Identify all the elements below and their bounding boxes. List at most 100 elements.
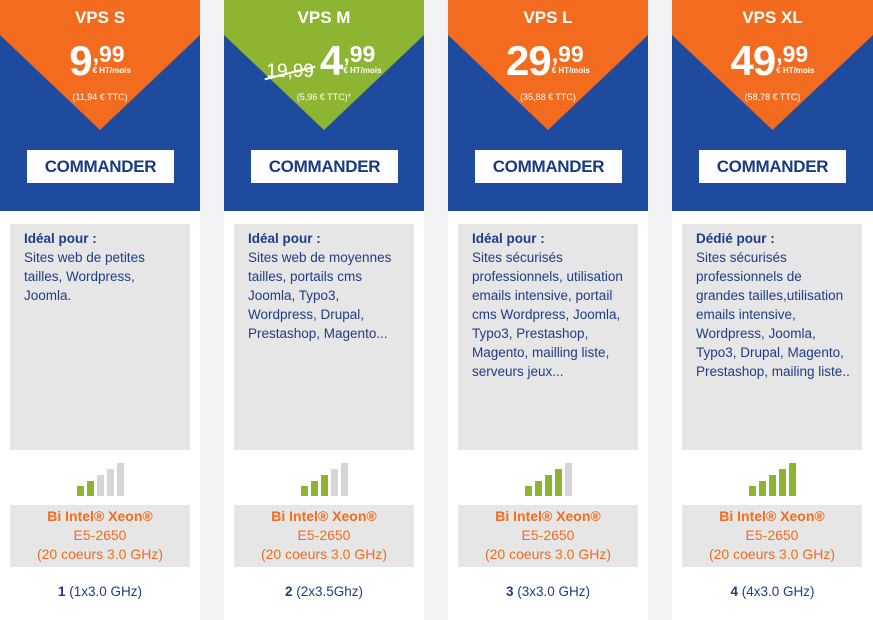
price-side: ,99 € HT/mois <box>93 43 131 76</box>
price-cents: ,99 <box>776 41 809 67</box>
vcpu-info: 4 (4x3.0 GHz) <box>672 584 873 599</box>
performance-bar <box>340 463 348 496</box>
plan-card-vps-m: VPS M 19,99 4 ,99 € HT/mois (5,96 € TTC)… <box>224 0 424 620</box>
price-ttc: (5,96 € TTC)* <box>296 92 352 102</box>
vcpu-detail: (4x3.0 GHz) <box>737 584 815 599</box>
order-button[interactable]: COMMANDER <box>251 150 398 183</box>
plan-name: VPS XL <box>742 8 803 27</box>
performance-bars <box>0 458 200 496</box>
price-ttc: (58,78 € TTC) <box>744 92 801 102</box>
description-title: Idéal pour : <box>24 231 97 246</box>
price-side: ,99 € HT/mois <box>776 43 814 76</box>
performance-bar <box>789 463 796 496</box>
header-shape-fill <box>0 0 200 130</box>
plan-header: VPS M 19,99 4 ,99 € HT/mois (5,96 € TTC)… <box>224 0 424 211</box>
cpu-name: Bi Intel® Xeon® <box>719 508 825 524</box>
plan-name: VPS S <box>74 8 126 27</box>
vcpu-count: 1 <box>57 584 66 599</box>
header-shape <box>0 0 200 130</box>
price-unit: € HT/mois <box>343 66 382 75</box>
plan-header: VPS L 29 ,99 € HT/mois (35,88 € TTC) COM… <box>448 0 648 211</box>
price-ttc: (11,94 € TTC) <box>72 92 128 102</box>
price: 9 ,99 € HT/mois <box>0 38 200 84</box>
price-cents: ,99 <box>343 41 376 67</box>
cpu-model: E5-2650 <box>521 527 575 543</box>
description-title: Idéal pour : <box>472 231 545 246</box>
cpu-box: Bi Intel® Xeon® E5-2650 (20 coeurs 3.0 G… <box>458 505 638 567</box>
performance-bar <box>330 469 338 496</box>
cpu-cores: (20 coeurs 3.0 GHz) <box>260 546 388 562</box>
price-integer: 29 <box>506 37 552 84</box>
cpu-name: Bi Intel® Xeon® <box>271 508 377 524</box>
plan-card-vps-s: VPS S 9 ,99 € HT/mois (11,94 € TTC) COMM… <box>0 0 200 620</box>
description-title: Idéal pour : <box>248 231 321 246</box>
description-text: Sites web de moyennes tailles, portails … <box>248 250 392 341</box>
performance-bar <box>300 486 308 496</box>
order-button[interactable]: COMMANDER <box>699 150 846 183</box>
performance-bars <box>224 458 424 496</box>
performance-bar <box>310 481 318 496</box>
description-text: Sites sécurisés professionnels de grande… <box>696 250 850 379</box>
header-shape-fill <box>224 0 424 130</box>
cpu-model: E5-2650 <box>745 527 799 543</box>
cpu-name: Bi Intel® Xeon® <box>47 508 153 524</box>
price-cents: ,99 <box>92 41 125 67</box>
plan-card-vps-l: VPS L 29 ,99 € HT/mois (35,88 € TTC) COM… <box>448 0 648 620</box>
header-shape-fill <box>448 0 648 130</box>
performance-bar <box>106 469 114 496</box>
price-unit: € HT/mois <box>551 66 590 75</box>
vcpu-detail: (2x3.5Ghz) <box>292 584 364 599</box>
performance-bar <box>116 463 124 496</box>
cpu-model: E5-2650 <box>73 527 127 543</box>
plan-description: Idéal pour : Sites web de moyennes taill… <box>234 224 414 450</box>
cpu-model: E5-2650 <box>297 527 351 543</box>
cpu-box: Bi Intel® Xeon® E5-2650 (20 coeurs 3.0 G… <box>234 505 414 567</box>
header-shape <box>448 0 648 130</box>
plan-card-vps-xl: VPS XL 49 ,99 € HT/mois (58,78 € TTC) CO… <box>672 0 873 620</box>
plan-name: VPS M <box>297 8 351 27</box>
performance-bar <box>544 475 552 496</box>
vcpu-count: 2 <box>284 584 293 599</box>
header-shape-fill <box>672 0 873 130</box>
column-gap <box>200 0 224 620</box>
price: 49 ,99 € HT/mois <box>672 38 873 84</box>
performance-bar <box>769 475 776 496</box>
plan-description: Idéal pour : Sites sécurisés professionn… <box>458 224 638 450</box>
header-shape <box>224 0 424 130</box>
performance-bar <box>564 463 572 496</box>
vcpu-info: 3 (3x3.0 GHz) <box>448 584 648 599</box>
plan-description: Idéal pour : Sites web de petites taille… <box>10 224 190 450</box>
performance-bar <box>749 486 756 496</box>
plan-header: VPS S 9 ,99 € HT/mois (11,94 € TTC) COMM… <box>0 0 200 211</box>
cpu-name: Bi Intel® Xeon® <box>495 508 601 524</box>
price-side: ,99 € HT/mois <box>343 43 381 76</box>
plan-description: Dédié pour : Sites sécurisés professionn… <box>682 224 862 450</box>
order-button[interactable]: COMMANDER <box>475 150 622 183</box>
price-side: ,99 € HT/mois <box>552 43 590 76</box>
price-integer: 9 <box>69 37 92 84</box>
vcpu-count: 4 <box>730 584 738 599</box>
column-gap <box>424 0 448 620</box>
order-button[interactable]: COMMANDER <box>27 150 174 183</box>
header-shape <box>672 0 873 130</box>
price: 29 ,99 € HT/mois <box>448 38 648 84</box>
performance-bar <box>86 481 94 496</box>
performance-bars <box>672 458 873 496</box>
vcpu-info: 2 (2x3.5Ghz) <box>224 584 424 599</box>
plan-name: VPS L <box>523 8 573 27</box>
price-ttc: (35,88 € TTC) <box>520 92 576 102</box>
vcpu-detail: (3x3.0 GHz) <box>513 584 591 599</box>
description-text: Sites sécurisés professionnels, utilisat… <box>472 250 623 379</box>
cpu-cores: (20 coeurs 3.0 GHz) <box>484 546 612 562</box>
old-price: 19,99 <box>266 61 314 82</box>
column-gap <box>648 0 672 620</box>
vcpu-info: 1 (1x3.0 GHz) <box>0 584 200 599</box>
price-unit: € HT/mois <box>92 66 131 75</box>
vcpu-detail: (1x3.0 GHz) <box>65 584 143 599</box>
performance-bar <box>524 486 532 496</box>
description-text: Sites web de petites tailles, Wordpress,… <box>24 250 145 303</box>
performance-bars <box>448 458 648 496</box>
plan-header: VPS XL 49 ,99 € HT/mois (58,78 € TTC) CO… <box>672 0 873 211</box>
performance-bar <box>779 469 786 496</box>
